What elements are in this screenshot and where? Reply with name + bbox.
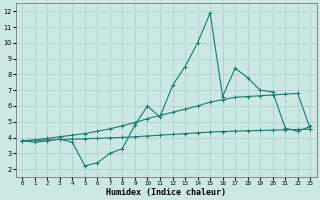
X-axis label: Humidex (Indice chaleur): Humidex (Indice chaleur) bbox=[106, 188, 226, 197]
